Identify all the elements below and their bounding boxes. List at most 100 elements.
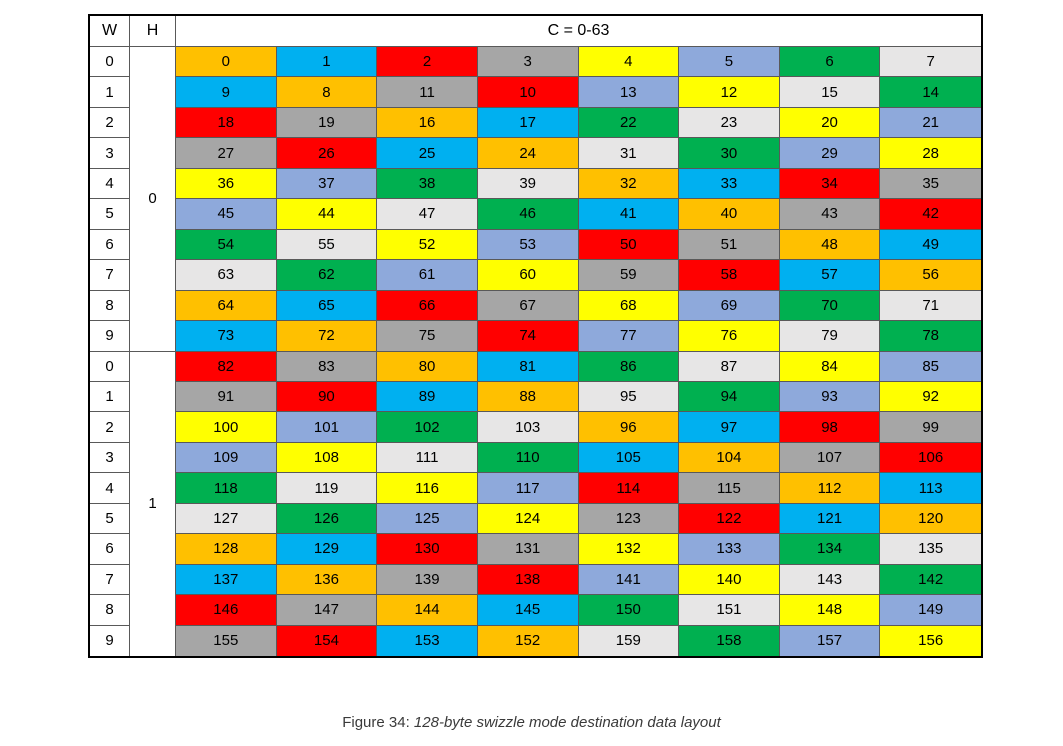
data-cell: 126 [276, 503, 378, 535]
data-cell: 115 [679, 473, 780, 504]
data-cell: 50 [578, 229, 680, 261]
data-cell: 104 [679, 442, 780, 474]
data-cell: 157 [779, 625, 881, 656]
data-cell: 71 [880, 290, 981, 322]
data-cell: 106 [880, 442, 981, 474]
w-cell: 9 [90, 625, 130, 656]
data-cell: 121 [779, 503, 881, 535]
data-cell: 42 [880, 199, 981, 230]
data-cell: 97 [679, 412, 780, 443]
w-cell: 6 [90, 229, 130, 261]
data-cell: 85 [880, 351, 981, 382]
data-cell: 13 [578, 77, 680, 108]
data-cell: 123 [578, 503, 680, 535]
data-cell: 89 [377, 381, 478, 413]
data-cell: 47 [377, 199, 478, 230]
data-cell: 75 [377, 321, 478, 352]
data-cell: 36 [176, 168, 277, 200]
data-cell: 49 [880, 229, 981, 261]
data-cell: 81 [477, 351, 579, 382]
h-group-cell-1: 1 [130, 351, 176, 656]
data-cell: 38 [377, 168, 478, 200]
data-cell: 77 [578, 321, 680, 352]
data-cell: 149 [880, 595, 981, 626]
header-w-cell: W [90, 16, 130, 47]
data-cell: 129 [276, 534, 378, 565]
w-cell: 3 [90, 138, 130, 169]
data-cell: 76 [679, 321, 780, 352]
w-cell: 6 [90, 534, 130, 565]
data-cell: 125 [377, 503, 478, 535]
data-cell: 111 [377, 442, 478, 474]
data-cell: 99 [880, 412, 981, 443]
data-cell: 145 [477, 595, 579, 626]
data-cell: 10 [477, 77, 579, 108]
data-cell: 63 [176, 260, 277, 291]
data-cell: 144 [377, 595, 478, 626]
data-cell: 147 [276, 595, 378, 626]
data-cell: 9 [176, 77, 277, 108]
w-cell: 8 [90, 290, 130, 322]
data-cell: 155 [176, 625, 277, 656]
data-cell: 95 [578, 381, 680, 413]
data-cell: 37 [276, 168, 378, 200]
data-cell: 109 [176, 442, 277, 474]
w-cell: 4 [90, 473, 130, 504]
data-cell: 25 [377, 138, 478, 169]
data-cell: 60 [477, 260, 579, 291]
data-cell: 132 [578, 534, 680, 565]
data-cell: 43 [779, 199, 881, 230]
data-cell: 158 [679, 625, 780, 656]
data-cell: 87 [679, 351, 780, 382]
data-cell: 79 [779, 321, 881, 352]
header-c-cell: C = 0-63 [176, 16, 981, 47]
data-cell: 124 [477, 503, 579, 535]
data-cell: 102 [377, 412, 478, 443]
w-cell: 7 [90, 564, 130, 596]
data-cell: 51 [679, 229, 780, 261]
data-cell: 30 [679, 138, 780, 169]
w-cell: 5 [90, 199, 130, 230]
data-cell: 53 [477, 229, 579, 261]
data-cell: 138 [477, 564, 579, 596]
data-cell: 98 [779, 412, 881, 443]
data-cell: 4 [578, 47, 680, 78]
data-cell: 150 [578, 595, 680, 626]
caption-title: 128-byte swizzle mode destination data l… [413, 714, 721, 731]
data-cell: 45 [176, 199, 277, 230]
data-cell: 8 [276, 77, 378, 108]
data-cell: 3 [477, 47, 579, 78]
data-cell: 100 [176, 412, 277, 443]
caption-prefix: Figure 34: [342, 714, 414, 731]
data-cell: 92 [880, 381, 981, 413]
data-cell: 93 [779, 381, 881, 413]
data-cell: 70 [779, 290, 881, 322]
data-cell: 117 [477, 473, 579, 504]
data-cell: 141 [578, 564, 680, 596]
data-cell: 52 [377, 229, 478, 261]
data-cell: 86 [578, 351, 680, 382]
data-cell: 88 [477, 381, 579, 413]
data-cell: 15 [779, 77, 881, 108]
data-cell: 55 [276, 229, 378, 261]
data-cell: 0 [176, 47, 277, 78]
data-cell: 94 [679, 381, 780, 413]
data-cell: 133 [679, 534, 780, 565]
data-cell: 143 [779, 564, 881, 596]
w-cell: 0 [90, 47, 130, 78]
data-cell: 103 [477, 412, 579, 443]
data-cell: 116 [377, 473, 478, 504]
data-cell: 73 [176, 321, 277, 352]
data-cell: 122 [679, 503, 780, 535]
w-cell: 2 [90, 412, 130, 443]
data-cell: 65 [276, 290, 378, 322]
data-cell: 91 [176, 381, 277, 413]
data-cell: 67 [477, 290, 579, 322]
data-cell: 62 [276, 260, 378, 291]
data-cell: 40 [679, 199, 780, 230]
data-cell: 74 [477, 321, 579, 352]
data-cell: 64 [176, 290, 277, 322]
data-cell: 114 [578, 473, 680, 504]
